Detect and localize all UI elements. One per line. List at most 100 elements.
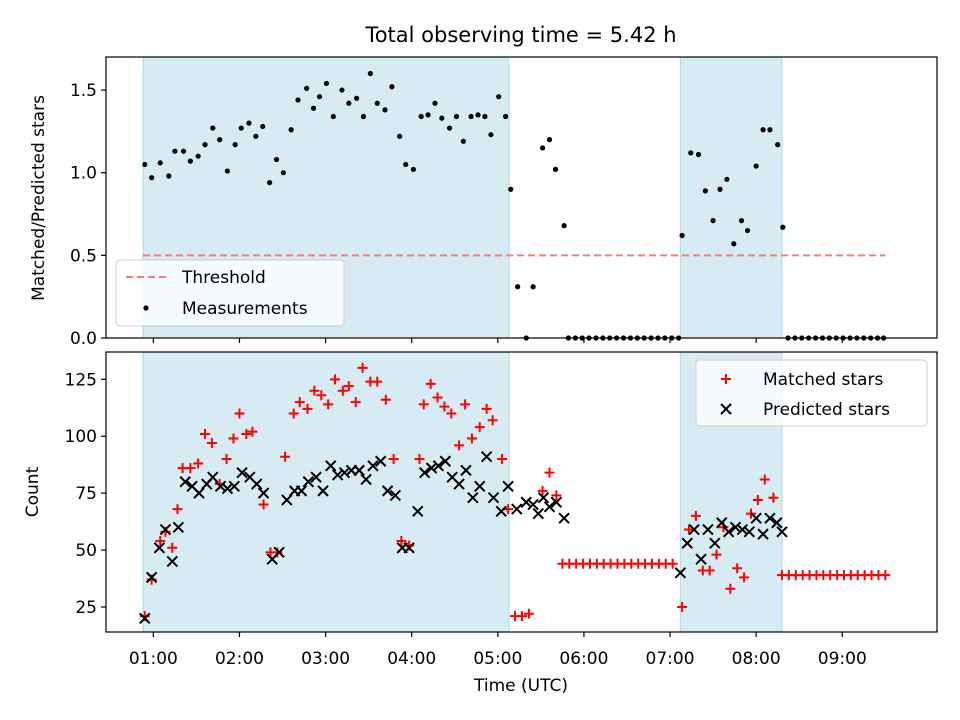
matched-point	[725, 583, 736, 594]
predicted-point	[153, 542, 166, 554]
measurement-point	[304, 85, 310, 92]
matched-point	[323, 399, 334, 410]
matched-point	[221, 453, 232, 464]
matched-point	[667, 558, 678, 569]
measurement-point	[288, 127, 294, 133]
measurement-point	[679, 232, 685, 239]
matched-point	[247, 426, 258, 437]
measurement-point	[425, 112, 431, 118]
measurement-point	[172, 148, 178, 154]
measurement-point	[482, 113, 488, 120]
matched-point	[474, 422, 485, 433]
measurement-point	[688, 150, 694, 156]
predicted-point	[159, 523, 172, 536]
matched-point	[302, 403, 313, 414]
predicted-point	[295, 485, 308, 497]
x-tick-label: 05:00	[473, 649, 522, 669]
predicted-point	[722, 526, 735, 538]
matched-point	[280, 451, 291, 462]
predicted-point	[520, 496, 532, 508]
predicted-point	[681, 537, 693, 549]
matched-point	[432, 392, 443, 403]
measurement-point	[695, 151, 702, 158]
matched-point	[523, 608, 534, 619]
predicted-point	[776, 526, 788, 538]
x-tick-label: 08:00	[732, 649, 781, 669]
measurement-point	[166, 173, 172, 179]
predicted-point	[487, 491, 500, 504]
matched-point	[487, 415, 498, 426]
predicted-point	[453, 478, 465, 490]
predicted-point	[439, 455, 451, 467]
measurement-point	[702, 188, 708, 194]
measurement-point	[460, 138, 466, 144]
predicted-point	[367, 460, 379, 472]
predicted-point	[172, 521, 185, 533]
predicted-point	[729, 521, 742, 533]
measurement-point	[353, 95, 360, 101]
matched-point	[460, 399, 471, 410]
top-panel-ratio-chart: 0.0 0.5 1.0 1.5 Matched/Predicted stars Thres…	[29, 56, 938, 349]
measurement-point	[224, 168, 231, 174]
matched-point	[425, 378, 436, 389]
measurement-point	[339, 87, 345, 93]
matched-point	[752, 494, 763, 505]
y-tick-label: 0.5	[70, 246, 97, 266]
matched-point	[396, 535, 407, 546]
measurement-point	[475, 112, 481, 118]
predicted-point	[527, 498, 539, 511]
matched-point	[193, 458, 204, 469]
predicted-point	[166, 555, 179, 568]
legend-matched-label: Matched stars	[763, 370, 883, 390]
legend-matched-swatch	[721, 374, 731, 384]
measurement-point	[316, 94, 323, 100]
measurement-point	[488, 132, 494, 138]
series-matched-stars	[139, 362, 891, 622]
predicted-point	[145, 571, 158, 584]
matched-point	[732, 563, 743, 574]
matched-point	[454, 440, 465, 451]
y-axis-label: Count	[23, 466, 43, 517]
measurement-point	[389, 84, 395, 90]
measurement-point	[232, 142, 238, 148]
measurement-point	[724, 176, 730, 182]
measurement-point	[346, 100, 352, 106]
predicted-point	[389, 489, 402, 502]
matched-point	[172, 504, 183, 515]
predicted-point	[543, 501, 556, 513]
matched-point	[414, 453, 425, 464]
matched-point	[343, 381, 354, 392]
bottom-panel-count-chart: 25 50 75 100 125 Count Matched stars Predicted …	[23, 351, 938, 637]
measurement-point	[738, 218, 745, 224]
legend: Matched stars Predicted stars	[695, 359, 928, 427]
predicted-point	[236, 466, 248, 479]
matched-point	[466, 433, 477, 444]
predicted-point	[532, 507, 544, 520]
legend-predicted-swatch	[720, 403, 732, 415]
predicted-point	[374, 455, 387, 467]
predicted-point	[273, 546, 285, 559]
legend-threshold-label: Threshold	[181, 268, 266, 288]
matched-point	[206, 438, 217, 449]
measurement-point	[382, 107, 388, 113]
y-tick-label: 100	[65, 427, 97, 447]
predicted-point	[221, 482, 234, 495]
measurement-point	[280, 170, 286, 176]
predicted-point	[381, 485, 394, 497]
measurement-point	[253, 133, 259, 139]
measurement-point	[539, 145, 546, 151]
measurement-point	[273, 156, 280, 163]
measurement-point	[238, 125, 244, 131]
predicted-point	[139, 612, 151, 625]
predicted-point	[193, 487, 205, 499]
x-tick-label: 06:00	[559, 649, 608, 669]
matched-point	[537, 485, 548, 496]
measurement-point	[410, 166, 417, 172]
predicted-point	[353, 464, 365, 477]
matched-point	[880, 570, 891, 581]
measurement-point	[374, 100, 380, 106]
measurement-point	[502, 113, 509, 120]
measurement-point	[217, 137, 223, 143]
predicted-point	[281, 494, 293, 506]
measurement-point	[496, 94, 502, 100]
